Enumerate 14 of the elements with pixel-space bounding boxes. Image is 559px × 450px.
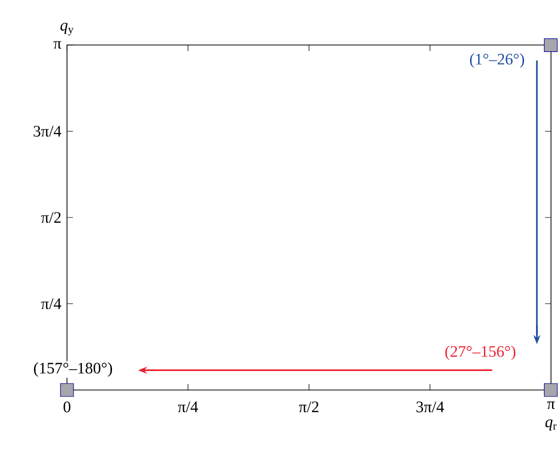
x-axis-title: q$_{r}$	[545, 420, 557, 430]
x-tick-label: π/2	[298, 402, 318, 412]
series-label: (1°–26°)	[470, 53, 524, 68]
y-axis-title: q$_{y}$	[60, 22, 74, 36]
y-tick-label: π/4	[41, 298, 62, 310]
y-tick-label: π	[54, 41, 62, 49]
y-tick-label: π/2	[41, 212, 61, 223]
x-tick-label: 3π/4	[416, 402, 444, 412]
x-tick-label: π/4	[178, 402, 198, 412]
annotation: (157°–180°)	[34, 362, 112, 377]
series-label: (27°–156°)	[445, 346, 516, 360]
x-tick-label: π	[547, 402, 555, 410]
y-tick-label: 3π/4	[34, 126, 62, 137]
x-tick-label: 0	[64, 402, 70, 412]
